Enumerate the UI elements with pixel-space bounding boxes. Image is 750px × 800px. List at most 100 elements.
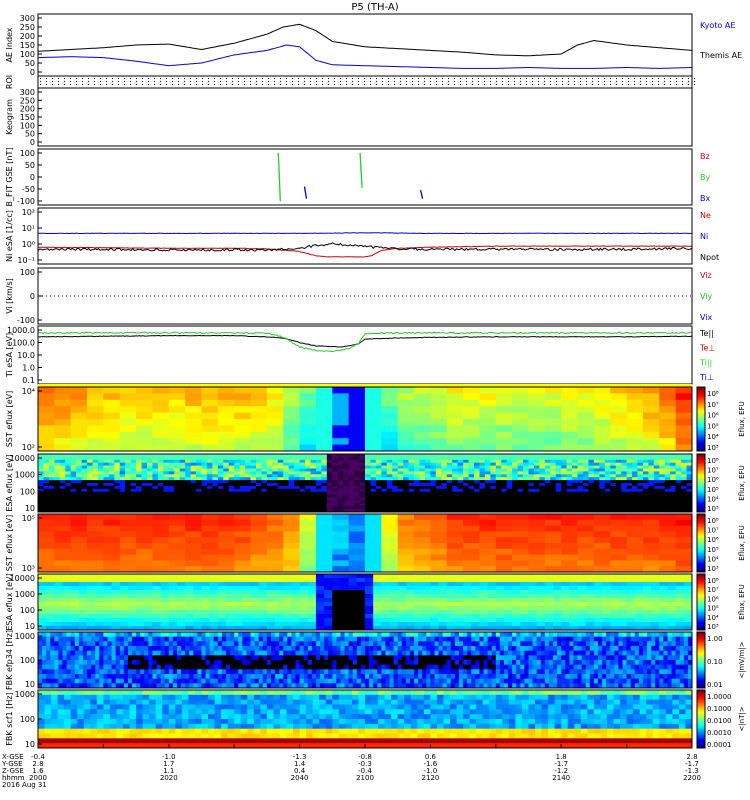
esa_i-cell — [599, 509, 606, 513]
sst_e-cell — [332, 519, 350, 527]
esa_i-cell — [583, 480, 589, 484]
esa_e-colorbar-tick: 10⁴ — [707, 614, 719, 622]
esa_i-cell — [250, 483, 257, 487]
roi-dot — [580, 84, 581, 85]
roi-dot — [352, 81, 353, 82]
esa_e-cell — [87, 610, 96, 615]
sst_i-cell — [250, 425, 268, 433]
esa_i-cell — [196, 491, 202, 496]
esa_e-cell — [275, 574, 284, 579]
esa_i-cell — [234, 494, 241, 498]
esa_i-cell — [446, 483, 453, 487]
esa_i-cell — [305, 483, 311, 487]
roi-dot — [616, 84, 617, 85]
esa_i-cell — [136, 474, 143, 478]
esa_i-cell — [277, 488, 284, 493]
sst_e-colorbar-cell — [697, 553, 705, 556]
esa_i-cell — [659, 491, 666, 496]
sst_i-cell — [381, 425, 399, 433]
esa_i-cell — [517, 509, 524, 513]
sst_e-colorbar-cell — [697, 564, 705, 567]
esa_e-cell — [185, 602, 194, 607]
esa_e-cell — [487, 614, 497, 619]
esa_e-cell — [414, 582, 423, 587]
sst_e-cell — [463, 548, 480, 556]
ni-ytick: 10¹ — [22, 224, 35, 233]
esa_i-cell — [599, 468, 606, 472]
esa_i-cell — [375, 465, 382, 469]
sst_i-colorbar-tick: 10⁸ — [707, 390, 719, 398]
esa_e-cell — [610, 594, 619, 599]
esa_e-cell — [454, 614, 464, 619]
esa_i-cell — [141, 462, 148, 467]
esa_i-cell — [664, 465, 671, 469]
esa_i-cell — [637, 494, 644, 498]
esa_e-cell — [340, 586, 350, 591]
sst_e-cell — [87, 560, 104, 567]
esa_i-cell — [506, 456, 513, 461]
esa_i-cell — [38, 477, 44, 481]
esa_i-cell — [599, 497, 606, 501]
esa_i-cell — [642, 491, 649, 496]
sst_e-cell — [561, 543, 579, 550]
esa_e-cell — [348, 614, 358, 619]
esa_i-cell — [463, 465, 470, 469]
sst_e-cell — [626, 560, 644, 567]
esa_e-cell — [683, 582, 693, 587]
esa_i-cell — [528, 506, 535, 510]
esa_e-cell — [642, 626, 652, 631]
sst_e-cell — [87, 566, 104, 573]
esa_i-cell — [642, 462, 649, 467]
esa_i-cell — [168, 497, 175, 501]
esa_i-cell — [206, 483, 213, 487]
fbk_e-cell — [38, 683, 43, 689]
esa_e-cell — [536, 582, 546, 587]
esa_e-cell — [127, 626, 137, 631]
esa_e-cell — [315, 602, 325, 607]
esa_i-cell — [610, 509, 617, 513]
esa_e-cell — [397, 606, 407, 611]
esa_i-cell — [76, 474, 83, 478]
esa_e-cell — [111, 606, 121, 611]
esa_e-cell — [307, 590, 317, 595]
esa_i-cell — [288, 497, 295, 501]
esa_i-cell — [152, 506, 159, 510]
esa_i-cell — [365, 500, 371, 504]
esa_i-cell — [190, 509, 197, 513]
esa_e-cell — [430, 626, 440, 631]
sst_i-colorbar-cell — [697, 399, 705, 402]
esa_i-cell — [190, 462, 197, 467]
esa_i-cell — [354, 474, 361, 478]
esa_i-cell — [495, 480, 502, 484]
esa_e-cell — [626, 626, 636, 631]
esa_i-cell — [457, 474, 464, 478]
esa_e-cell — [471, 590, 480, 595]
esa_i-cell — [621, 465, 628, 469]
esa_i-cell — [463, 459, 470, 464]
esa_i-cell — [315, 477, 322, 481]
esa_i-cell — [48, 485, 55, 490]
esa_i-cell — [577, 480, 584, 484]
esa_e-cell — [315, 574, 325, 579]
esa_i-cell — [38, 483, 44, 487]
esa_i-cell — [566, 459, 573, 464]
roi-dot — [562, 84, 563, 85]
esa_e-cell — [209, 610, 219, 615]
keogram-ytick: 100 — [20, 121, 35, 130]
esa_i-cell — [528, 483, 535, 487]
esa_i-cell — [212, 503, 219, 507]
esa_e-cell — [258, 582, 268, 587]
esa_i-cell — [196, 471, 202, 475]
esa_i-cell — [670, 474, 677, 478]
esa_e-cell — [127, 590, 137, 595]
esa_i-cell — [92, 494, 99, 498]
esa_i-cell — [452, 503, 459, 507]
esa_e-cell — [585, 578, 595, 583]
esa_e-cell — [348, 602, 358, 607]
sst_i-colorbar-cell — [697, 443, 705, 446]
sst_i-cell — [54, 387, 72, 394]
esa_e-cell — [561, 594, 570, 599]
esa_i-cell — [414, 488, 420, 493]
esa_e-cell — [144, 578, 153, 583]
sst_e-cell — [463, 531, 480, 538]
